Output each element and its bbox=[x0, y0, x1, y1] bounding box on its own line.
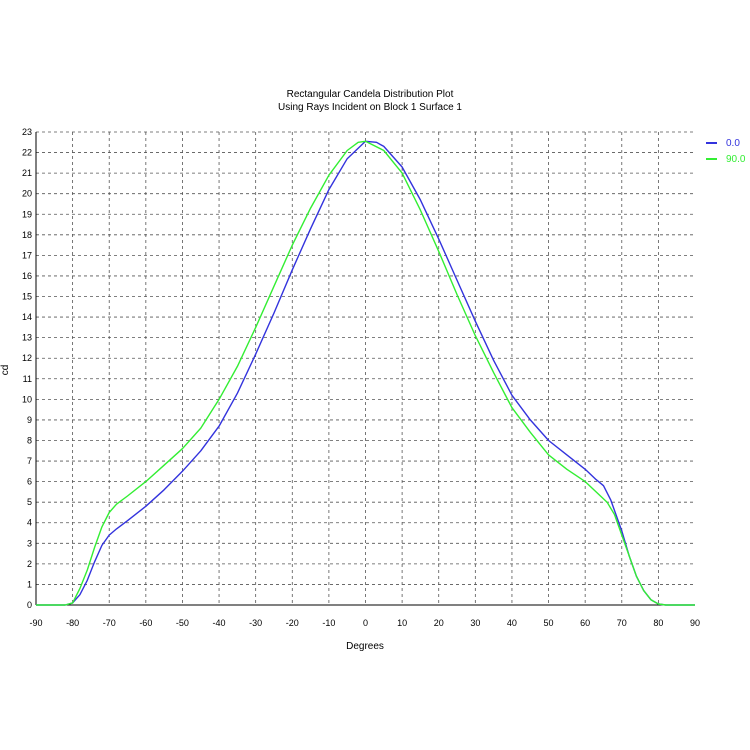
y-tick-label: 8 bbox=[27, 435, 32, 445]
chart-subtitle: Using Rays Incident on Block 1 Surface 1 bbox=[278, 102, 462, 113]
x-tick-label: -70 bbox=[103, 618, 116, 628]
y-tick-label: 22 bbox=[22, 148, 32, 158]
series-line-1 bbox=[36, 140, 695, 606]
tick-labels: -90 -80 -70 -60 -50 -40 -30 -20 -10 0 10 20 30 40 50 60… bbox=[22, 127, 700, 628]
y-tick-label: 18 bbox=[22, 230, 32, 240]
y-tick-label: 5 bbox=[27, 497, 32, 507]
y-tick-label: 4 bbox=[27, 518, 32, 528]
y-tick-label: 16 bbox=[22, 271, 32, 281]
x-tick-label: -40 bbox=[213, 618, 226, 628]
y-tick-label: 12 bbox=[22, 353, 32, 363]
y-tick-label: 21 bbox=[22, 168, 32, 178]
y-tick-label: 1 bbox=[27, 579, 32, 589]
x-tick-label: 0 bbox=[363, 618, 368, 628]
y-tick-label: 6 bbox=[27, 477, 32, 487]
y-tick-label: 9 bbox=[27, 415, 32, 425]
y-tick-label: 23 bbox=[22, 127, 32, 137]
legend-label-1: 90.0 bbox=[726, 154, 746, 165]
x-tick-label: -30 bbox=[249, 618, 262, 628]
x-tick-label: -80 bbox=[66, 618, 79, 628]
y-tick-label: 13 bbox=[22, 333, 32, 343]
x-tick-label: 80 bbox=[653, 618, 663, 628]
x-tick-label: 90 bbox=[690, 618, 700, 628]
y-tick-label: 14 bbox=[22, 312, 32, 322]
y-tick-label: 7 bbox=[27, 456, 32, 466]
x-tick-label: 50 bbox=[544, 618, 554, 628]
y-tick-label: 11 bbox=[23, 374, 32, 384]
x-tick-label: 20 bbox=[434, 618, 444, 628]
chart-title: Rectangular Candela Distribution Plot bbox=[287, 89, 454, 100]
series-lines bbox=[36, 140, 695, 606]
y-tick-label: 10 bbox=[22, 394, 32, 404]
x-tick-label: 70 bbox=[617, 618, 627, 628]
y-tick-label: 0 bbox=[27, 600, 32, 610]
y-tick-label: 15 bbox=[22, 292, 32, 302]
x-tick-label: 30 bbox=[470, 618, 480, 628]
x-tick-label: -20 bbox=[286, 618, 299, 628]
x-tick-label: -10 bbox=[322, 618, 335, 628]
axes bbox=[35, 132, 695, 606]
x-tick-label: -90 bbox=[29, 618, 42, 628]
x-axis-label: Degrees bbox=[346, 641, 384, 652]
legend: 0.0 90.0 bbox=[706, 138, 746, 165]
y-tick-label: 20 bbox=[22, 189, 32, 199]
series-line-0 bbox=[36, 140, 695, 606]
x-tick-label: 10 bbox=[397, 618, 407, 628]
y-tick-label: 17 bbox=[22, 250, 32, 260]
grid bbox=[36, 131, 695, 605]
y-tick-label: 19 bbox=[22, 209, 32, 219]
x-tick-label: 60 bbox=[580, 618, 590, 628]
y-tick-label: 3 bbox=[27, 538, 32, 548]
x-tick-label: -60 bbox=[139, 618, 152, 628]
y-axis-label: cd bbox=[0, 365, 11, 376]
x-tick-label: 40 bbox=[507, 618, 517, 628]
legend-label-0: 0.0 bbox=[726, 138, 740, 149]
y-tick-label: 2 bbox=[27, 559, 32, 569]
x-tick-label: -50 bbox=[176, 618, 189, 628]
